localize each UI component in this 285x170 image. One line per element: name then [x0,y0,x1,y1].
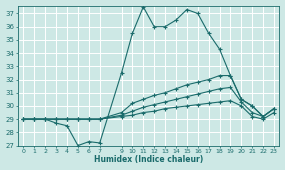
X-axis label: Humidex (Indice chaleur): Humidex (Indice chaleur) [94,155,203,164]
